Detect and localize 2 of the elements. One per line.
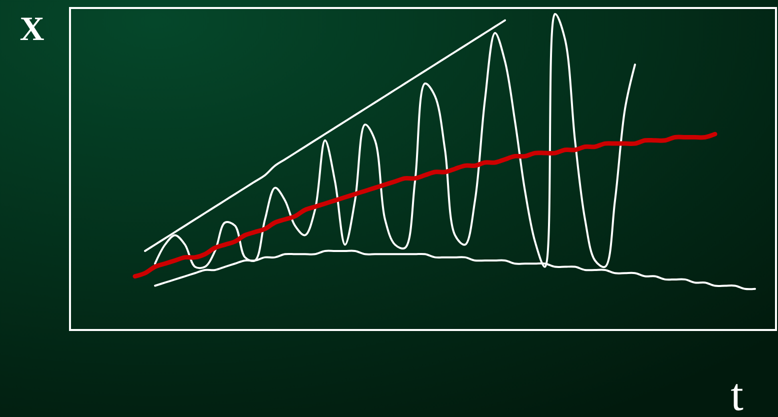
x-axis-title: t [730, 369, 744, 417]
y-axis-title: X [20, 11, 45, 48]
